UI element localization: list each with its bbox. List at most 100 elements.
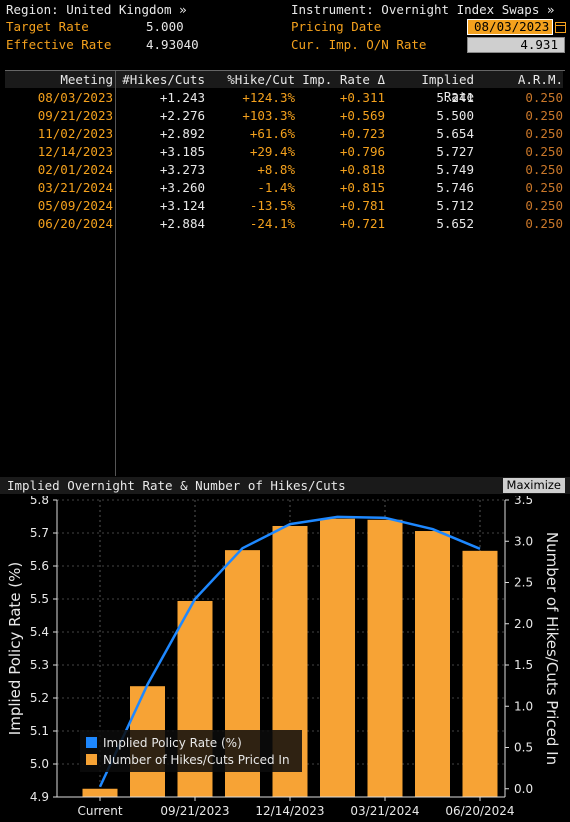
- cell-implied-rate: 5.654: [436, 126, 474, 141]
- right-tick-label: 1.0: [514, 699, 533, 713]
- cell-pct-hike-cut: +29.4%: [249, 144, 295, 159]
- right-tick-label: 1.5: [514, 658, 533, 672]
- cell-pct-hike-cut: -13.5%: [249, 198, 295, 213]
- pricing-date-label: Pricing Date: [291, 19, 382, 34]
- x-tick-label: Current: [77, 804, 122, 818]
- right-tick-label: 3.0: [514, 534, 533, 548]
- legend-label-bar: Number of Hikes/Cuts Priced In: [103, 753, 290, 767]
- cell-implied-rate: 5.652: [436, 216, 474, 231]
- cell-meeting[interactable]: 08/03/2023: [37, 90, 113, 105]
- cell-implied-rate: 5.746: [436, 180, 474, 195]
- hikes-bar: [320, 518, 355, 797]
- left-tick-label: 5.8: [30, 496, 49, 507]
- cell-meeting[interactable]: 03/21/2024: [37, 180, 113, 195]
- cell-meeting[interactable]: 02/01/2024: [37, 162, 113, 177]
- col-header-imp-rate-delta[interactable]: Imp. Rate Δ: [295, 71, 385, 88]
- col-header-hikes-cuts[interactable]: #Hikes/Cuts: [113, 71, 205, 88]
- hikes-bar: [415, 531, 450, 797]
- cell-arm: 0.250: [525, 198, 563, 213]
- cell-arm: 0.250: [525, 90, 563, 105]
- cell-meeting[interactable]: 06/20/2024: [37, 216, 113, 231]
- right-axis-title: Number of Hikes/Cuts Priced In: [543, 532, 561, 765]
- cell-pct-hike-cut: +61.6%: [249, 126, 295, 141]
- legend-box: [80, 730, 302, 772]
- cell-arm: 0.250: [525, 180, 563, 195]
- effective-rate-label: Effective Rate: [6, 37, 112, 52]
- right-tick-label: 3.5: [514, 496, 533, 507]
- x-tick-label: 03/21/2024: [350, 804, 419, 818]
- cell-hikes-cuts: +3.273: [159, 162, 205, 177]
- right-tick-label: 0.5: [514, 741, 533, 755]
- left-tick-label: 5.4: [30, 625, 49, 639]
- left-tick-label: 5.0: [30, 757, 49, 771]
- cell-hikes-cuts: +3.185: [159, 144, 205, 159]
- cell-arm: 0.250: [525, 216, 563, 231]
- cell-pct-hike-cut: -24.1%: [249, 216, 295, 231]
- cell-implied-rate: 5.241: [436, 90, 474, 105]
- cell-hikes-cuts: +2.892: [159, 126, 205, 141]
- implied-rate-line: [98, 515, 481, 788]
- x-tick-label: 12/14/2023: [255, 804, 324, 818]
- pricing-date-input[interactable]: 08/03/2023: [467, 19, 553, 35]
- cell-imp-rate-delta: +0.818: [339, 162, 385, 177]
- col-header-implied-rate[interactable]: Implied Rate: [385, 71, 474, 104]
- right-tick-label: 2.0: [514, 617, 533, 631]
- cell-imp-rate-delta: +0.721: [339, 216, 385, 231]
- cell-implied-rate: 5.500: [436, 108, 474, 123]
- x-tick-label: 06/20/2024: [445, 804, 514, 818]
- cell-imp-rate-delta: +0.796: [339, 144, 385, 159]
- cell-hikes-cuts: +2.884: [159, 216, 205, 231]
- cell-pct-hike-cut: -1.4%: [257, 180, 295, 195]
- right-tick-label: 0.0: [514, 782, 533, 796]
- maximize-button[interactable]: Maximize: [502, 478, 565, 493]
- cell-hikes-cuts: +2.276: [159, 108, 205, 123]
- col-header-arm[interactable]: A.R.M.: [474, 71, 563, 88]
- chart-panel-title: Implied Overnight Rate & Number of Hikes…: [0, 477, 570, 494]
- cell-hikes-cuts: +3.124: [159, 198, 205, 213]
- col-header-meeting[interactable]: Meeting: [5, 71, 113, 88]
- left-tick-label: 5.6: [30, 559, 49, 573]
- left-tick-label: 5.5: [30, 592, 49, 606]
- cell-imp-rate-delta: +0.569: [339, 108, 385, 123]
- left-tick-label: 5.3: [30, 658, 49, 672]
- cell-pct-hike-cut: +124.3%: [242, 90, 295, 105]
- left-tick-label: 4.9: [30, 790, 49, 804]
- chart-legend: Implied Policy Rate (%) Number of Hikes/C…: [80, 730, 302, 772]
- cell-pct-hike-cut: +103.3%: [242, 108, 295, 123]
- chart-axes: 4.9 5.0 5.1 5.2 5.3 5.4 5.5 5.6 5.7 5.8 0.0 0.5 1.0 1…: [6, 496, 561, 818]
- cell-meeting[interactable]: 11/02/2023: [37, 126, 113, 141]
- target-rate-value: 5.000: [146, 19, 184, 34]
- target-rate-label: Target Rate: [6, 19, 89, 34]
- effective-rate-value: 4.93040: [146, 37, 199, 52]
- instrument-selector[interactable]: Instrument: Overnight Index Swaps »: [291, 2, 555, 17]
- hikes-bar: [82, 788, 118, 797]
- cell-hikes-cuts: +1.243: [159, 90, 205, 105]
- cell-arm: 0.250: [525, 144, 563, 159]
- cell-implied-rate: 5.749: [436, 162, 474, 177]
- cell-imp-rate-delta: +0.781: [339, 198, 385, 213]
- region-selector[interactable]: Region: United Kingdom »: [6, 2, 187, 17]
- cell-hikes-cuts: +3.260: [159, 180, 205, 195]
- col-header-pct-hike-cut[interactable]: %Hike/Cut: [205, 71, 295, 88]
- calendar-icon[interactable]: [555, 22, 566, 33]
- legend-label-line: Implied Policy Rate (%): [103, 736, 242, 750]
- cell-meeting[interactable]: 12/14/2023: [37, 144, 113, 159]
- cell-imp-rate-delta: +0.815: [339, 180, 385, 195]
- cur-imp-rate-value: 4.931: [467, 37, 565, 53]
- cell-imp-rate-delta: +0.311: [339, 90, 385, 105]
- hikes-bar: [462, 550, 498, 797]
- hikes-bar: [367, 519, 403, 797]
- left-tick-label: 5.7: [30, 526, 49, 540]
- cell-imp-rate-delta: +0.723: [339, 126, 385, 141]
- meetings-table: Meeting #Hikes/Cuts %Hike/Cut Imp. Rate …: [5, 70, 565, 476]
- cell-meeting[interactable]: 09/21/2023: [37, 108, 113, 123]
- left-tick-label: 5.2: [30, 691, 49, 705]
- cur-imp-rate-label: Cur. Imp. O/N Rate: [291, 37, 427, 52]
- right-tick-label: 2.5: [514, 576, 533, 590]
- cell-pct-hike-cut: +8.8%: [257, 162, 295, 177]
- cell-meeting[interactable]: 05/09/2024: [37, 198, 113, 213]
- legend-swatch-line: [86, 737, 97, 748]
- left-axis-title: Implied Policy Rate (%): [6, 562, 24, 735]
- legend-swatch-bar: [86, 754, 97, 765]
- cell-arm: 0.250: [525, 126, 563, 141]
